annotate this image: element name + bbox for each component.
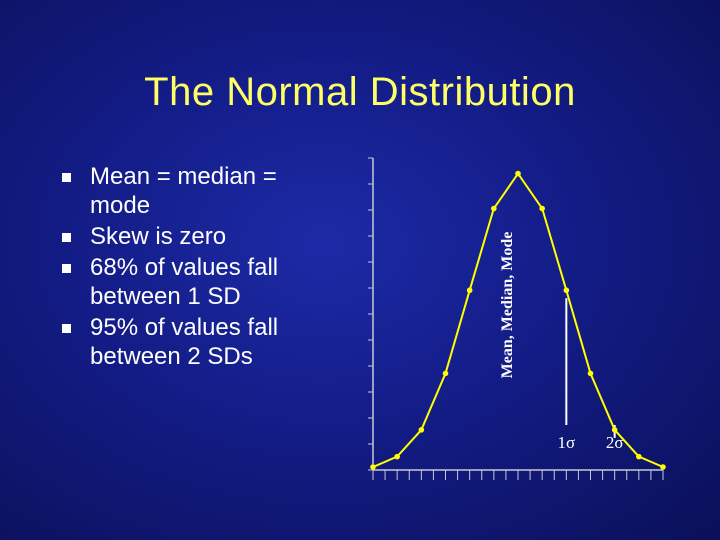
bullet-text: Skew is zero bbox=[90, 223, 227, 250]
data-point bbox=[370, 464, 376, 470]
mean-median-mode-label: Mean, Median, Mode bbox=[499, 232, 516, 379]
data-point bbox=[394, 453, 400, 460]
square-bullet-icon bbox=[62, 233, 71, 242]
distribution-curve bbox=[370, 170, 666, 470]
bullet-text: Mean = median = mode bbox=[90, 163, 277, 219]
data-point bbox=[539, 205, 545, 212]
slide-title: The Normal Distribution bbox=[144, 70, 576, 114]
square-bullet-icon bbox=[62, 264, 71, 273]
square-bullet-icon bbox=[62, 173, 71, 182]
bullet-list: Mean = median = mode Skew is zero 68% of… bbox=[62, 162, 332, 373]
data-point bbox=[442, 370, 449, 377]
data-point bbox=[660, 464, 666, 470]
bullet-text: 68% of values fall between 1 SD bbox=[90, 254, 279, 310]
square-bullet-icon bbox=[62, 324, 71, 333]
sigma-label: 2σ bbox=[606, 433, 624, 452]
chart-axes bbox=[368, 157, 664, 480]
data-point bbox=[611, 427, 618, 433]
bullet-item: Skew is zero bbox=[62, 222, 332, 251]
bullet-text: 95% of values fall between 2 SDs bbox=[90, 314, 279, 370]
series-line bbox=[372, 171, 664, 468]
bullet-item: Mean = median = mode bbox=[62, 162, 332, 220]
data-point bbox=[466, 287, 473, 294]
bullet-item: 95% of values fall between 2 SDs bbox=[62, 313, 332, 371]
data-point bbox=[563, 287, 570, 294]
bullet-item: 68% of values fall between 1 SD bbox=[62, 253, 332, 311]
data-point bbox=[515, 170, 521, 177]
data-point bbox=[418, 427, 425, 433]
sigma-label: 1σ bbox=[557, 433, 575, 452]
data-point bbox=[636, 453, 642, 460]
data-point bbox=[587, 370, 594, 377]
data-point bbox=[491, 205, 497, 212]
reference-lines: Mean, Median, Mode 1σ 2σ bbox=[499, 232, 624, 452]
